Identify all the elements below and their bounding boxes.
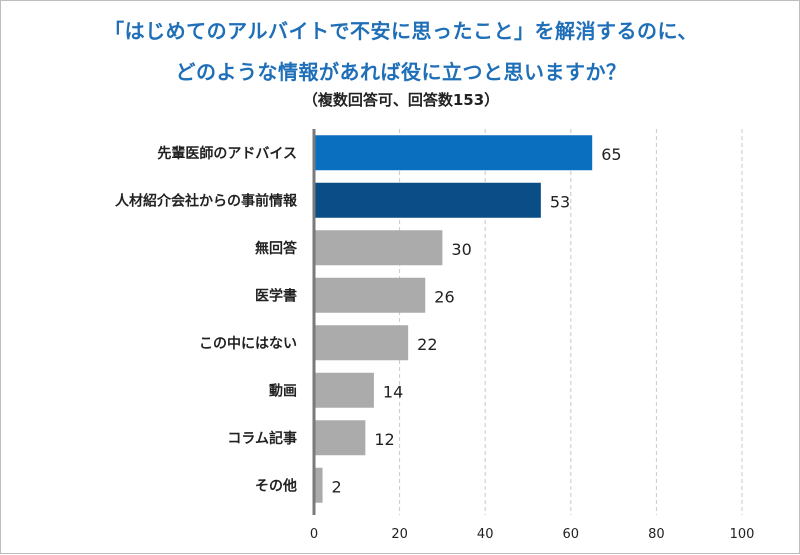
category-label-3: 無回答 (255, 240, 298, 257)
chart-title-line2: どのような情報があれば役に立つと思いますか？ (175, 60, 627, 84)
bar-3 (314, 230, 443, 266)
bar-1 (314, 135, 593, 171)
x-tick-label-20: 20 (391, 527, 408, 542)
value-label-4: 26 (434, 287, 454, 306)
value-label-5: 22 (417, 335, 437, 354)
category-label-8: その他 (255, 477, 297, 494)
category-label-2: 人材紹介会社からの事前情報 (115, 192, 298, 209)
category-label-4: 医学書 (255, 287, 297, 304)
value-label-6: 14 (383, 382, 403, 401)
value-label-3: 30 (451, 240, 471, 259)
bar-2 (314, 182, 541, 218)
category-label-1: 先輩医師のアドバイス (157, 145, 297, 162)
category-label-7: コラム記事 (227, 430, 297, 447)
bar-4 (314, 277, 426, 313)
category-label-6: 動画 (269, 382, 297, 399)
bar-5 (314, 325, 409, 361)
value-label-2: 53 (550, 192, 570, 211)
x-tick-label-60: 60 (563, 527, 580, 542)
x-tick-label-40: 40 (477, 527, 494, 542)
bar-7 (314, 420, 366, 456)
x-tick-label-100: 100 (730, 527, 755, 542)
value-label-1: 65 (601, 145, 621, 164)
chart-subtitle: （複数回答可、回答数153） (302, 91, 500, 109)
x-tick-label-80: 80 (648, 527, 665, 542)
chart-title-line1: 「はじめてのアルバイトで不安に思ったこと」を解消するのに、 (104, 19, 698, 43)
x-tick-label-0: 0 (310, 527, 318, 542)
category-label-5: この中にはない (199, 335, 297, 352)
value-label-7: 12 (374, 430, 394, 449)
bar-8 (314, 467, 323, 503)
value-label-8: 2 (332, 477, 342, 496)
bar-6 (314, 372, 374, 408)
